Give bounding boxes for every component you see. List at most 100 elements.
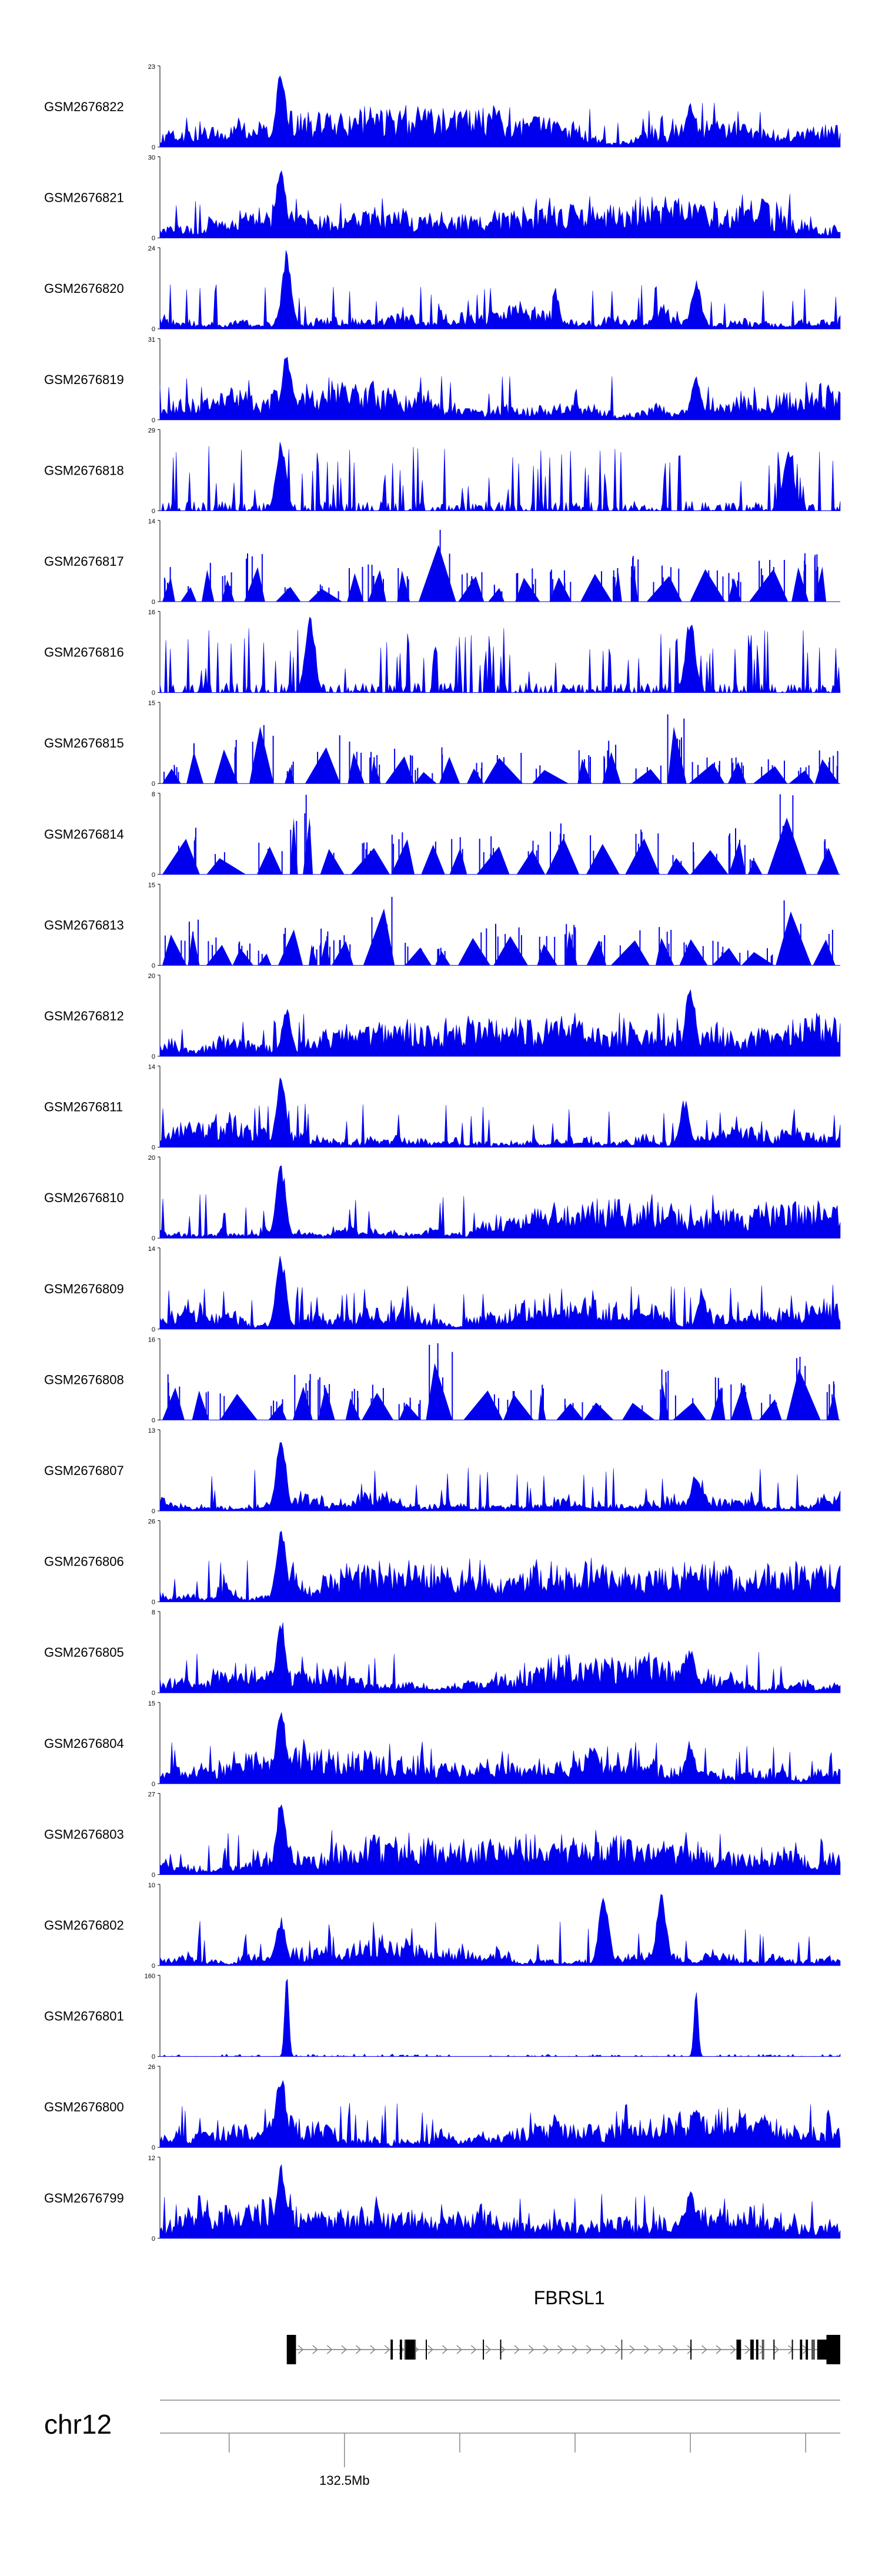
gene-exon xyxy=(791,2340,793,2360)
signal-triangle xyxy=(214,749,238,784)
track-ymax-label: 16 xyxy=(148,609,155,616)
signal-triangle xyxy=(162,935,187,966)
track-signal xyxy=(159,616,841,693)
track-ymin-label: 0 xyxy=(152,235,155,242)
signal-triangle xyxy=(814,566,827,602)
track-ymax-label: 26 xyxy=(148,2064,155,2071)
strand-chevron xyxy=(615,2345,621,2354)
strand-chevron xyxy=(312,2345,318,2354)
track-label: GSM2676820 xyxy=(44,281,124,296)
signal-triangle xyxy=(244,567,265,602)
track-ymin-label: 0 xyxy=(152,2144,155,2151)
signal-triangle xyxy=(556,1403,584,1420)
track-signal xyxy=(159,1442,841,1511)
signal-triangle xyxy=(776,911,812,966)
track-signal xyxy=(159,1256,841,1330)
signal-triangle xyxy=(162,839,200,875)
signal-triangle xyxy=(646,576,682,602)
signal-triangle xyxy=(749,569,789,602)
signal-triangle xyxy=(712,947,741,966)
signal-triangle xyxy=(305,747,340,784)
track-signal xyxy=(159,1712,841,1784)
track-ymin-label: 0 xyxy=(152,2235,155,2243)
axis-coordinate-label: 132.5Mb xyxy=(319,2473,370,2488)
track-ymax-label: 16 xyxy=(148,1336,155,1343)
track-ymin-label: 0 xyxy=(152,780,155,788)
track-ymin-label: 0 xyxy=(152,1144,155,1152)
track-signal xyxy=(159,1804,841,1875)
gene-exon xyxy=(286,2335,296,2364)
gene-model: FBRSL1 xyxy=(286,2287,840,2364)
track-ymax-label: 12 xyxy=(148,2155,155,2162)
track-label: GSM2676810 xyxy=(44,1190,124,1205)
signal-triangle xyxy=(220,1394,258,1420)
gene-exon xyxy=(806,2340,808,2360)
strand-chevron xyxy=(586,2345,592,2354)
signal-triangle xyxy=(289,817,298,875)
gene-exon xyxy=(756,2340,759,2360)
coverage-track: GSM2676822 23 0 xyxy=(44,64,841,151)
track-label: GSM2676822 xyxy=(44,99,124,114)
track-label: GSM2676821 xyxy=(44,191,124,205)
strand-chevron xyxy=(298,2345,304,2354)
track-ymin-label: 0 xyxy=(152,508,155,515)
signal-triangle xyxy=(362,1393,393,1420)
coverage-track: GSM2676807 13 0 xyxy=(44,1427,841,1515)
track-ymax-label: 15 xyxy=(148,1700,155,1707)
track-ymin-label: 0 xyxy=(152,326,155,333)
signal-triangle xyxy=(256,846,283,875)
coverage-track: GSM2676812 20 0 xyxy=(44,973,841,1060)
strand-chevron xyxy=(543,2345,549,2354)
coverage-track: GSM2676818 29 0 xyxy=(44,427,841,515)
track-label: GSM2676811 xyxy=(44,1100,123,1115)
strand-chevron xyxy=(470,2345,477,2354)
track-signal xyxy=(159,356,841,421)
strand-chevron xyxy=(355,2345,362,2354)
strand-chevron xyxy=(341,2345,347,2354)
track-label: GSM2676817 xyxy=(44,554,124,569)
gene-exon xyxy=(736,2340,741,2360)
track-ymax-label: 20 xyxy=(148,1154,155,1162)
strand-chevron xyxy=(514,2345,520,2354)
signal-triangle xyxy=(278,929,303,966)
signal-triangle xyxy=(308,589,343,602)
gene-exon xyxy=(390,2340,393,2360)
coverage-track: GSM2676815 15 0 xyxy=(44,700,840,788)
signal-triangle xyxy=(767,817,807,875)
strand-chevron xyxy=(557,2345,563,2354)
signal-triangle xyxy=(690,850,729,875)
track-ymax-label: 14 xyxy=(148,1064,155,1071)
signal-triangle xyxy=(385,756,414,784)
signal-triangle xyxy=(546,837,580,875)
track-signal xyxy=(159,170,841,238)
coverage-track: GSM2676801 160 0 xyxy=(44,1973,841,2061)
track-label: GSM2676801 xyxy=(44,2009,124,2024)
signal-triangle xyxy=(463,1390,503,1420)
track-label: GSM2676812 xyxy=(44,1009,124,1023)
gene-exon xyxy=(761,2340,764,2360)
track-ymax-label: 27 xyxy=(148,1791,155,1798)
signal-triangle xyxy=(516,850,545,875)
signal-triangle xyxy=(202,569,215,602)
coverage-track: GSM2676810 20 0 xyxy=(44,1154,841,1242)
signal-triangle xyxy=(206,945,232,966)
track-ymax-label: 14 xyxy=(148,1246,155,1253)
track-ymax-label: 24 xyxy=(148,245,155,252)
signal-triangle xyxy=(753,766,787,784)
strand-chevron xyxy=(572,2345,578,2354)
gene-exon xyxy=(483,2340,485,2360)
gene-exon xyxy=(621,2340,623,2360)
track-label: GSM2676818 xyxy=(44,463,124,478)
signal-triangle xyxy=(363,908,395,966)
signal-triangle xyxy=(503,1394,534,1420)
strand-chevron xyxy=(456,2345,463,2354)
signal-triangle xyxy=(586,844,620,875)
track-label: GSM2676799 xyxy=(44,2191,124,2205)
signal-triangle xyxy=(439,756,460,784)
track-ymax-label: 160 xyxy=(145,1973,155,1980)
strand-chevron xyxy=(658,2345,664,2354)
track-ymax-label: 31 xyxy=(148,336,155,343)
gene-exon xyxy=(500,2340,502,2360)
signal-triangle xyxy=(249,726,274,784)
